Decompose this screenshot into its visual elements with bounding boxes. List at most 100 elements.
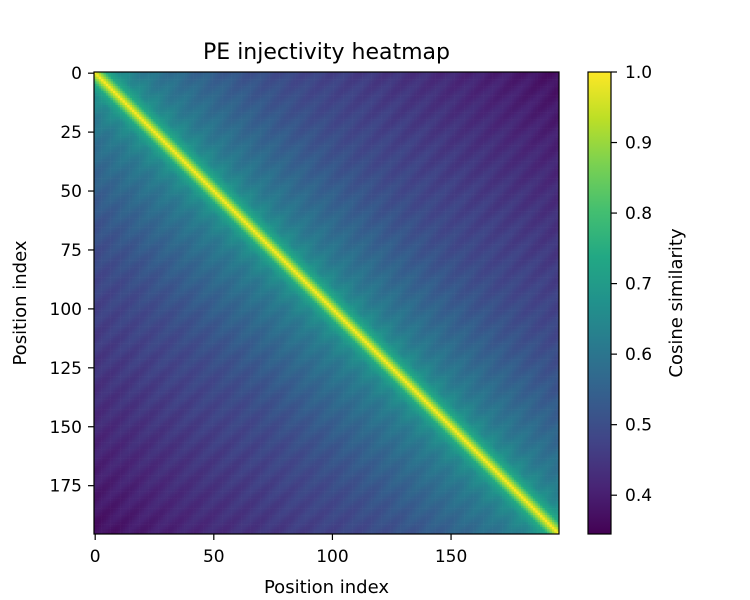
heatmap-cell — [364, 112, 368, 115]
heatmap-cell — [236, 83, 240, 87]
heatmap-cell — [333, 102, 337, 106]
heatmap-cell — [276, 126, 280, 129]
heatmap-cell — [255, 83, 258, 87]
heatmap-cell — [219, 76, 223, 80]
heatmap-cell — [262, 116, 266, 120]
heatmap-cell — [523, 72, 527, 75]
heatmap-cell — [416, 107, 420, 111]
heatmap-cell — [103, 107, 107, 111]
heatmap-cell — [513, 83, 517, 87]
heatmap-cell — [186, 109, 190, 113]
heatmap-cell — [314, 107, 318, 111]
heatmap-cell — [286, 79, 289, 82]
heatmap-cell — [276, 123, 280, 127]
heatmap-cell — [158, 74, 161, 78]
heatmap-cell — [298, 102, 301, 106]
heatmap-cell — [105, 112, 109, 115]
heatmap-cell — [286, 105, 289, 108]
heatmap-cell — [309, 121, 313, 125]
heatmap-cell — [483, 74, 486, 78]
heatmap-cell — [160, 74, 164, 78]
heatmap-cell — [245, 88, 249, 92]
heatmap-cell — [184, 112, 187, 115]
heatmap-cell — [179, 128, 183, 132]
heatmap-cell — [212, 123, 216, 127]
heatmap-cell — [461, 128, 465, 132]
heatmap-cell — [188, 81, 192, 85]
heatmap-cell — [540, 93, 543, 96]
heatmap-cell — [475, 100, 479, 103]
heatmap-cell — [547, 76, 550, 80]
heatmap-cell — [369, 105, 372, 108]
heatmap-cell — [181, 79, 185, 82]
heatmap-cell — [324, 83, 327, 87]
heatmap-cell — [117, 112, 121, 115]
heatmap-cell — [181, 105, 185, 108]
heatmap-cell — [511, 72, 515, 75]
heatmap-cell — [165, 83, 168, 87]
heatmap-cell — [279, 72, 282, 75]
heatmap-cell — [483, 95, 486, 99]
heatmap-cell — [369, 74, 372, 78]
heatmap-cell — [312, 86, 315, 89]
heatmap-cell — [295, 90, 299, 94]
heatmap-cell — [153, 74, 156, 78]
heatmap-cell — [475, 88, 479, 92]
heatmap-cell — [518, 88, 522, 92]
heatmap-cell — [136, 86, 140, 89]
heatmap-cell — [184, 123, 187, 127]
heatmap-cell — [532, 123, 536, 127]
heatmap-cell — [359, 123, 363, 127]
heatmap-cell — [103, 121, 107, 125]
heatmap-cell — [338, 81, 342, 85]
heatmap-cell — [513, 123, 517, 127]
heatmap-cell — [150, 107, 154, 111]
heatmap-cell — [177, 102, 180, 106]
heatmap-cell — [397, 95, 401, 99]
heatmap-cell — [354, 114, 358, 118]
heatmap-cell — [177, 109, 180, 113]
heatmap-cell — [440, 86, 444, 89]
heatmap-cell — [490, 112, 493, 115]
heatmap-cell — [542, 86, 546, 89]
heatmap-cell — [110, 126, 114, 129]
heatmap-cell — [236, 128, 240, 132]
heatmap-cell — [326, 100, 330, 103]
heatmap-cell — [214, 119, 218, 122]
heatmap-cell — [468, 79, 472, 82]
heatmap-cell — [352, 81, 356, 85]
heatmap-cell — [127, 88, 130, 92]
heatmap-cell — [276, 72, 280, 75]
heatmap-cell — [347, 123, 351, 127]
heatmap-cell — [537, 114, 541, 118]
heatmap-cell — [547, 121, 550, 125]
heatmap-cell — [523, 116, 527, 120]
heatmap-cell — [167, 100, 171, 103]
heatmap-cell — [222, 128, 225, 132]
heatmap-cell — [250, 100, 254, 103]
heatmap-cell — [252, 93, 256, 96]
heatmap-cell — [112, 81, 116, 85]
heatmap-cell — [293, 83, 296, 87]
heatmap-cell — [475, 114, 479, 118]
heatmap-cell — [307, 100, 311, 103]
heatmap-cell — [122, 130, 126, 134]
heatmap-cell — [530, 102, 534, 106]
heatmap-cell — [494, 112, 498, 115]
heatmap-cell — [423, 76, 427, 80]
heatmap-cell — [101, 100, 104, 103]
heatmap-cell — [290, 116, 294, 120]
heatmap-cell — [124, 109, 128, 113]
heatmap-cell — [535, 121, 538, 125]
heatmap-cell — [224, 83, 228, 87]
heatmap-cell — [513, 121, 517, 125]
heatmap-cell — [207, 119, 211, 122]
heatmap-cell — [511, 90, 515, 94]
heatmap-cell — [511, 109, 515, 113]
heatmap-cell — [290, 97, 294, 101]
heatmap-cell — [492, 128, 496, 132]
heatmap-cell — [381, 90, 384, 94]
heatmap-cell — [131, 74, 135, 78]
heatmap-cell — [335, 114, 339, 118]
heatmap-cell — [324, 93, 327, 96]
